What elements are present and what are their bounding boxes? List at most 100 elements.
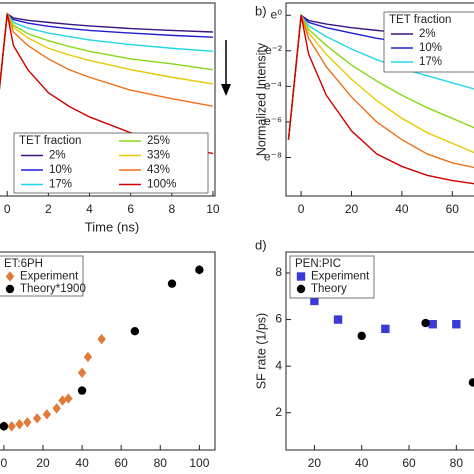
panel: 0 2 4 6 8 10 Time (ns) TET fraction 2% 10% 17% 25% 3… bbox=[0, 2, 220, 234]
series-line bbox=[0, 13, 214, 107]
data-layer bbox=[310, 296, 474, 387]
y-axis-label: SF rate (1/ps) bbox=[254, 313, 268, 389]
legend-label: 17% bbox=[49, 179, 72, 191]
point bbox=[42, 409, 52, 420]
arrow-head bbox=[221, 84, 231, 96]
point bbox=[130, 327, 140, 336]
x-tick-label: 40 bbox=[395, 202, 409, 216]
panel: 020406080100TET fraction (%)ET:6PHExperi… bbox=[0, 251, 216, 474]
series-line bbox=[287, 15, 474, 169]
legend-label: Experiment bbox=[20, 271, 79, 283]
legend-label: 10% bbox=[419, 42, 442, 54]
x-tick-label: 0 bbox=[4, 202, 11, 216]
legend-title: TET fraction bbox=[389, 14, 451, 26]
plot-frame bbox=[0, 251, 216, 451]
legend-title: PEN:PIC bbox=[295, 258, 341, 270]
legend-marker bbox=[296, 284, 306, 294]
x-tick-label: 0 bbox=[298, 202, 305, 216]
x-tick-label: 80 bbox=[154, 456, 168, 470]
legend-label: 2% bbox=[419, 28, 436, 40]
x-tick-label: 4 bbox=[86, 202, 93, 216]
x-tick-label: 60 bbox=[402, 456, 416, 470]
point bbox=[7, 421, 16, 432]
legend-label: 17% bbox=[419, 56, 442, 68]
legend-label: Theory bbox=[311, 283, 347, 295]
series-line bbox=[287, 15, 474, 185]
x-tick-label: 80 bbox=[450, 456, 464, 470]
legend-marker bbox=[296, 272, 306, 281]
x-tick-label: 2 bbox=[45, 202, 52, 216]
series-line bbox=[287, 14, 474, 154]
x-tick-label: 20 bbox=[36, 456, 50, 470]
x-tick-label: 6 bbox=[127, 202, 134, 216]
y-tick-label: 4 bbox=[275, 358, 282, 372]
panel: 204060802468PEN fraction (%)SF rate (1/p… bbox=[254, 237, 474, 474]
legend-label: 25% bbox=[147, 135, 170, 147]
point bbox=[64, 393, 73, 404]
y-tick-label: 2 bbox=[275, 405, 282, 419]
legend-label: 10% bbox=[49, 164, 72, 176]
x-tick-label: 20 bbox=[345, 202, 359, 216]
point bbox=[83, 351, 93, 363]
point bbox=[195, 265, 204, 275]
legend-marker bbox=[5, 271, 15, 282]
point bbox=[77, 367, 87, 378]
plot-frame bbox=[0, 2, 216, 197]
point bbox=[333, 315, 343, 324]
panel-label: b) bbox=[255, 3, 267, 18]
point bbox=[77, 386, 87, 395]
x-tick-label: 100 bbox=[189, 456, 209, 470]
legend-label: 33% bbox=[147, 150, 170, 162]
point bbox=[15, 419, 24, 430]
series-line bbox=[0, 11, 214, 90]
point bbox=[381, 324, 390, 334]
x-tick-label: 40 bbox=[75, 456, 89, 470]
legend-label: 2% bbox=[49, 150, 66, 162]
legend-label: 43% bbox=[147, 164, 170, 176]
panel-label: d) bbox=[255, 237, 267, 252]
x-tick-label: 20 bbox=[308, 456, 322, 470]
y-tick-label: e⁻⁸ bbox=[264, 150, 282, 164]
point bbox=[421, 318, 430, 328]
x-axis-label: Time (ns) bbox=[85, 219, 139, 234]
legend-box bbox=[13, 132, 209, 194]
y-tick-label: e⁻² bbox=[265, 43, 282, 57]
plot-frame bbox=[285, 2, 474, 197]
point bbox=[310, 296, 319, 306]
legend-title: ET:6PH bbox=[4, 258, 43, 270]
point bbox=[452, 320, 461, 329]
legend-label: Theory*1900 bbox=[20, 283, 86, 295]
decay-arrow bbox=[221, 40, 231, 96]
data-layer bbox=[0, 264, 204, 432]
point bbox=[32, 413, 42, 424]
y-tick-label: e⁰ bbox=[271, 7, 283, 21]
x-tick-label: 40 bbox=[355, 456, 369, 470]
series-line bbox=[0, 12, 213, 90]
x-tick-label: 60 bbox=[446, 202, 460, 216]
y-tick-label: 6 bbox=[275, 312, 282, 326]
point bbox=[58, 395, 67, 406]
legend: TET fraction 2% 10% 17% bbox=[383, 11, 474, 73]
point bbox=[357, 331, 366, 341]
data-layer bbox=[0, 11, 214, 155]
legend-label: Experiment bbox=[311, 271, 370, 283]
x-tick-label: 10 bbox=[206, 202, 220, 216]
plot-frame bbox=[285, 251, 474, 451]
series-line bbox=[287, 13, 474, 140]
y-tick-label: e⁻⁶ bbox=[264, 114, 282, 128]
point bbox=[468, 378, 474, 387]
y-tick-label: e⁻⁴ bbox=[264, 79, 282, 93]
legend: TET fraction 2% 10% 17% 25% 33% 43% 100% bbox=[13, 132, 209, 194]
point bbox=[23, 417, 32, 428]
legend-title: TET fraction bbox=[19, 135, 81, 147]
point bbox=[167, 279, 177, 288]
point bbox=[0, 422, 9, 431]
point bbox=[428, 320, 437, 329]
point bbox=[97, 333, 106, 345]
